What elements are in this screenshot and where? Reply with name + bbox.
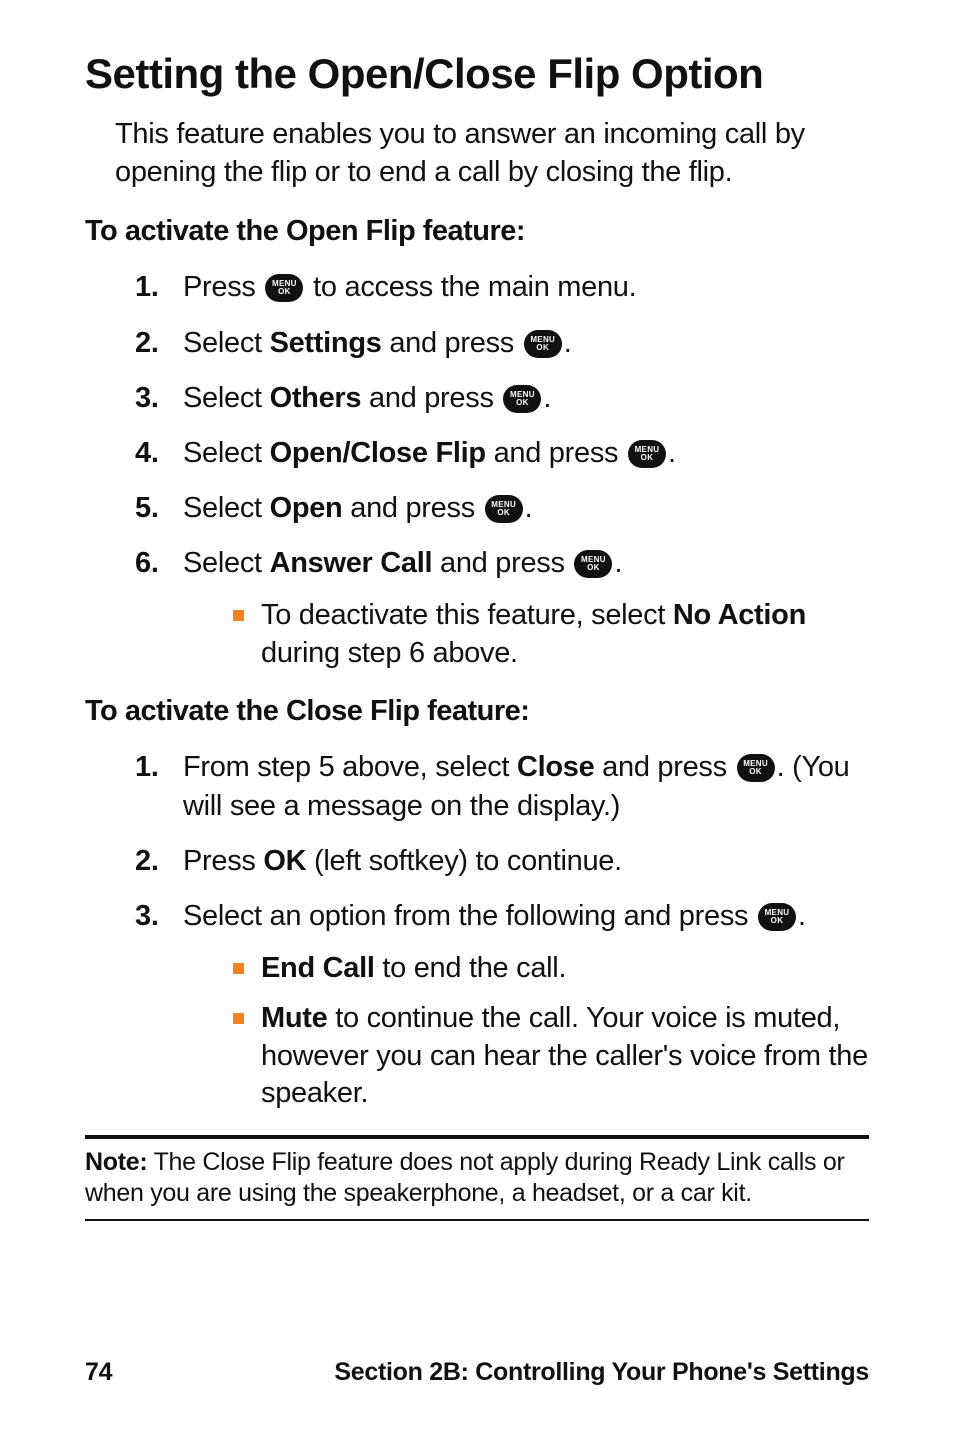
step-number: 2. xyxy=(135,324,159,363)
step-text: Press xyxy=(183,845,263,877)
page-title: Setting the Open/Close Flip Option xyxy=(85,50,869,98)
step-item: 4. Select Open/Close Flip and press . xyxy=(135,434,869,473)
step-bold: OK xyxy=(263,845,306,877)
substep-text: to continue the call. Your voice is mute… xyxy=(261,1002,868,1109)
substep-item: Mute to continue the call. Your voice is… xyxy=(233,1000,869,1113)
step-text: (left softkey) to continue. xyxy=(306,845,622,877)
step-number: 3. xyxy=(135,379,159,418)
step-text: and press xyxy=(486,437,626,469)
step-item: 3. Select Others and press . xyxy=(135,379,869,418)
subhead-open: To activate the Open Flip feature: xyxy=(85,215,869,248)
step-text: Select xyxy=(183,382,270,414)
menu-ok-icon xyxy=(737,754,775,782)
step-text: . xyxy=(798,900,806,932)
step-bold: Others xyxy=(270,382,362,414)
page-number: 74 xyxy=(85,1358,112,1387)
intro-text: This feature enables you to answer an in… xyxy=(115,116,869,191)
substep-item: End Call to end the call. xyxy=(233,950,869,988)
section-label: Section 2B: Controlling Your Phone's Set… xyxy=(334,1358,869,1387)
menu-ok-icon xyxy=(758,903,796,931)
step-number: 3. xyxy=(135,897,159,936)
step-text: and press xyxy=(361,382,501,414)
menu-ok-icon xyxy=(628,440,666,468)
step-number: 4. xyxy=(135,434,159,473)
step-item: 2. Select Settings and press . xyxy=(135,324,869,363)
substep-text: To deactivate this feature, select xyxy=(261,599,673,631)
note-label: Note: xyxy=(85,1148,147,1176)
step-item: 6. Select Answer Call and press . To dea… xyxy=(135,544,869,673)
step-text: Select an option from the following and … xyxy=(183,900,756,932)
step-number: 1. xyxy=(135,748,159,787)
step-item: 1. From step 5 above, select Close and p… xyxy=(135,748,869,826)
step-text: Select xyxy=(183,547,270,579)
step-text: Select xyxy=(183,437,270,469)
step-text: . xyxy=(525,492,533,524)
note-block: Note: The Close Flip feature does not ap… xyxy=(85,1135,869,1222)
step-bold: Open/Close Flip xyxy=(270,437,486,469)
step-item: 1. Press to access the main menu. xyxy=(135,268,869,307)
step-text: and press xyxy=(432,547,572,579)
step-number: 1. xyxy=(135,268,159,307)
step-bold: Answer Call xyxy=(270,547,433,579)
step-text: and press xyxy=(382,327,522,359)
step-item: 2. Press OK (left softkey) to continue. xyxy=(135,842,869,881)
substep-text: to end the call. xyxy=(375,952,567,984)
step-item: 3. Select an option from the following a… xyxy=(135,897,869,1113)
menu-ok-icon xyxy=(574,550,612,578)
steps-open: 1. Press to access the main menu. 2. Sel… xyxy=(85,268,869,672)
page-footer: 74 Section 2B: Controlling Your Phone's … xyxy=(85,1358,869,1387)
step-text: and press xyxy=(342,492,482,524)
step-text: to access the main menu. xyxy=(305,271,636,303)
step-bold: Open xyxy=(270,492,343,524)
step-text: Select xyxy=(183,327,270,359)
menu-ok-icon xyxy=(524,330,562,358)
step-text: . xyxy=(543,382,551,414)
step-bold: Close xyxy=(517,751,594,783)
substep-bold: Mute xyxy=(261,1002,327,1034)
substeps: To deactivate this feature, select No Ac… xyxy=(183,597,869,672)
steps-close: 1. From step 5 above, select Close and p… xyxy=(85,748,869,1113)
menu-ok-icon xyxy=(503,385,541,413)
menu-ok-icon xyxy=(265,274,303,302)
step-number: 5. xyxy=(135,489,159,528)
step-number: 2. xyxy=(135,842,159,881)
step-bold: Settings xyxy=(270,327,382,359)
step-text: . xyxy=(564,327,572,359)
substep-text: during step 6 above. xyxy=(261,637,518,669)
step-text: From step 5 above, select xyxy=(183,751,517,783)
step-text: Select xyxy=(183,492,270,524)
subhead-close: To activate the Close Flip feature: xyxy=(85,695,869,728)
substep-item: To deactivate this feature, select No Ac… xyxy=(233,597,869,672)
substep-bold: End Call xyxy=(261,952,375,984)
substeps: End Call to end the call. Mute to contin… xyxy=(183,950,869,1113)
menu-ok-icon xyxy=(485,495,523,523)
step-text: . xyxy=(668,437,676,469)
step-number: 6. xyxy=(135,544,159,583)
step-item: 5. Select Open and press . xyxy=(135,489,869,528)
step-text: . xyxy=(614,547,622,579)
substep-bold: No Action xyxy=(673,599,806,631)
step-text: Press xyxy=(183,271,263,303)
note-text: The Close Flip feature does not apply du… xyxy=(85,1148,845,1207)
step-text: and press xyxy=(594,751,734,783)
